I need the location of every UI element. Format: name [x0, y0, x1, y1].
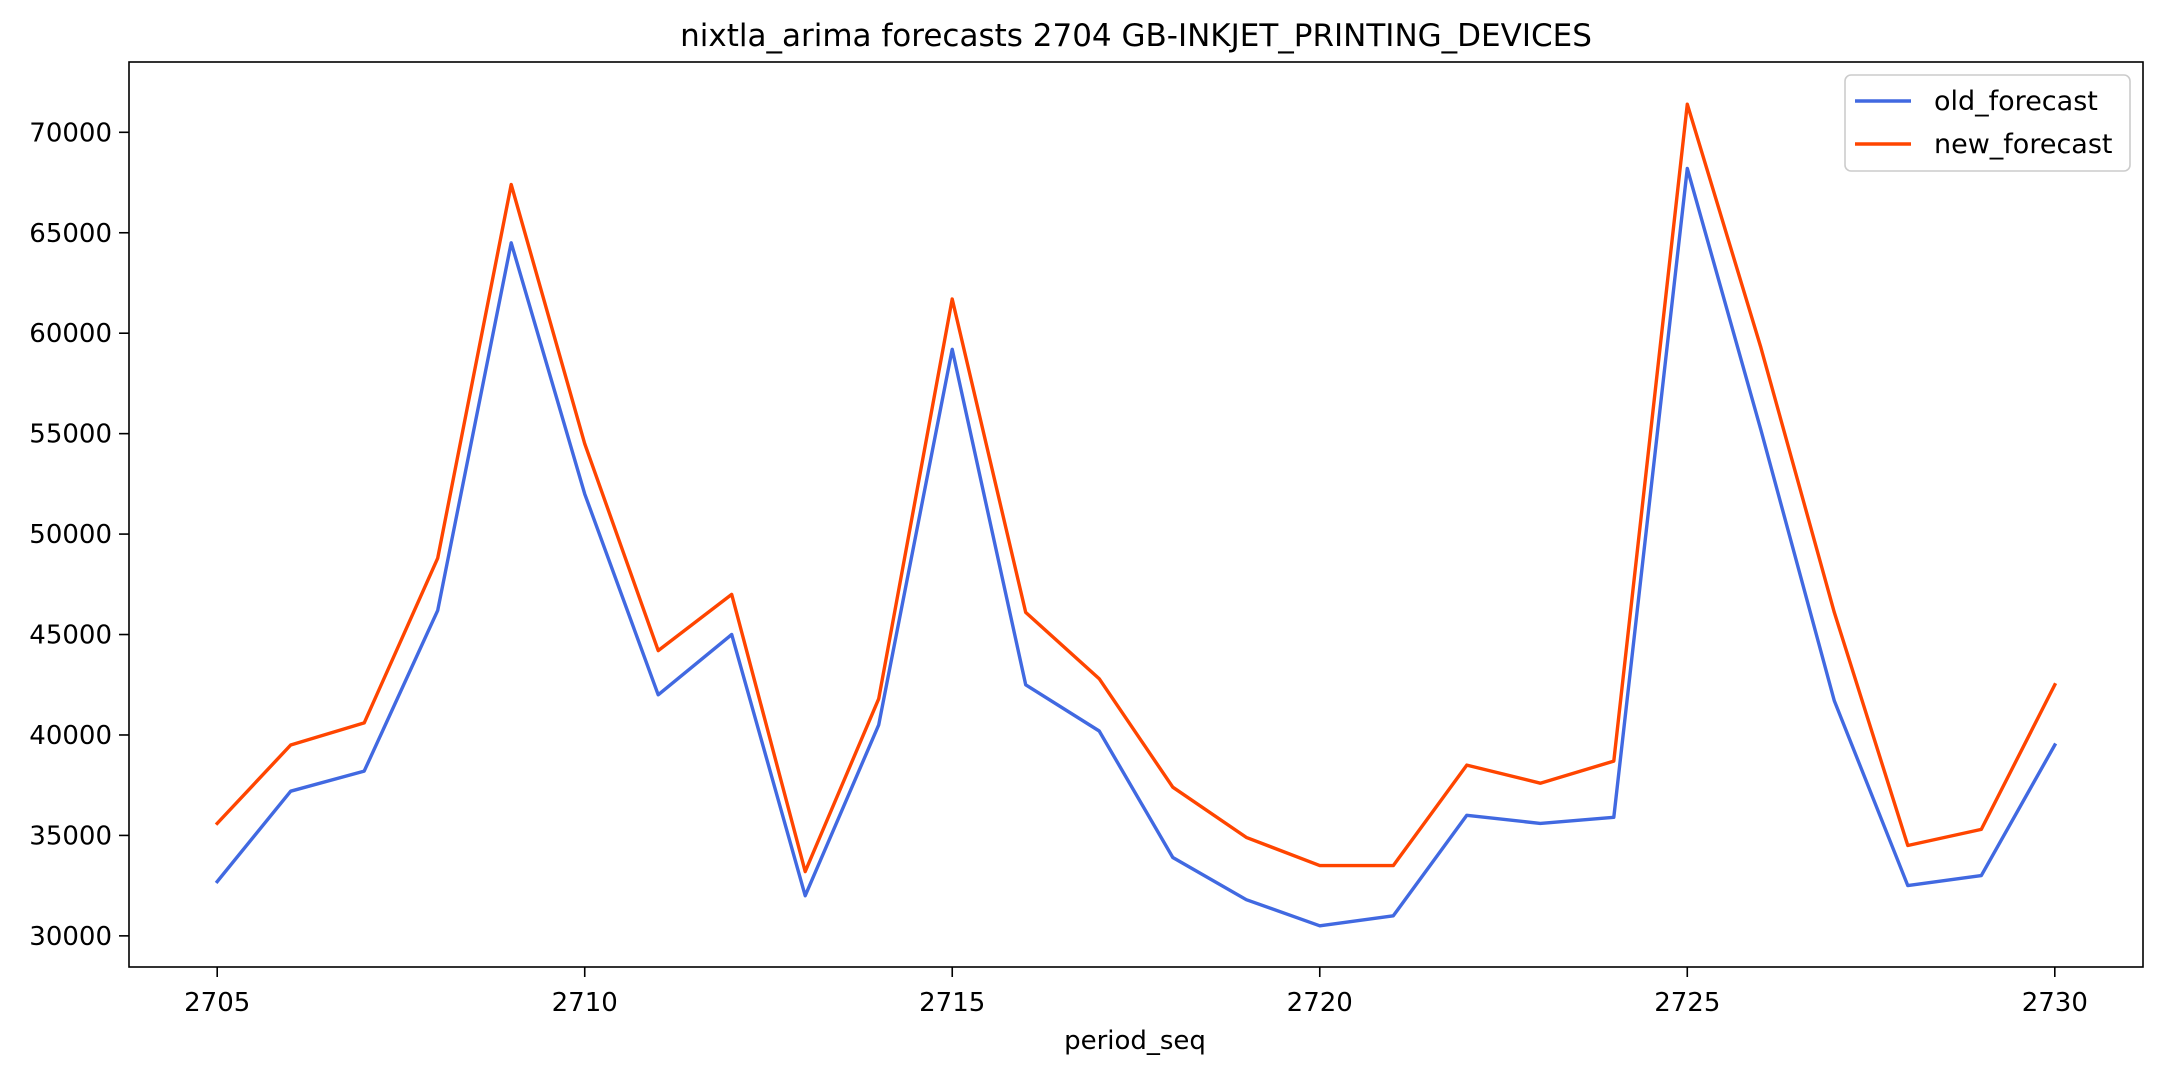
series-line-old-forecast [214, 166, 2058, 928]
plot-frame [128, 61, 2144, 968]
y-tick-label: 40000 [29, 721, 112, 751]
x-tick-label: 2715 [919, 988, 985, 1018]
legend: old_forecast new_forecast [1844, 74, 2131, 172]
y-tick-label: 45000 [29, 621, 112, 651]
x-axis-label: period_seq [1064, 1026, 1206, 1056]
y-axis: 30000 35000 40000 45000 50000 55000 60000 65000… [29, 118, 129, 952]
x-tick-label: 2710 [552, 988, 618, 1018]
y-tick-label: 35000 [29, 821, 112, 851]
x-axis: 2705 2710 2715 2720 2725 2730 [184, 967, 2088, 1018]
y-tick-label: 30000 [29, 922, 112, 952]
x-tick-label: 2705 [184, 988, 250, 1018]
y-tick-label: 65000 [29, 219, 112, 249]
y-tick-label: 60000 [29, 319, 112, 349]
legend-label-old-forecast: old_forecast [1934, 86, 2098, 117]
plot-area [214, 102, 2058, 928]
series-line-new-forecast [214, 102, 2058, 874]
x-tick-label: 2730 [2022, 988, 2088, 1018]
x-tick-label: 2720 [1287, 988, 1353, 1018]
legend-box [1844, 74, 2131, 172]
legend-label-new-forecast: new_forecast [1934, 129, 2113, 160]
y-tick-label: 50000 [29, 520, 112, 550]
y-tick-label: 70000 [29, 118, 112, 148]
y-tick-label: 55000 [29, 420, 112, 450]
chart-title: nixtla_arima forecasts 2704 GB-INKJET_PR… [680, 18, 1592, 54]
x-tick-label: 2725 [1654, 988, 1720, 1018]
